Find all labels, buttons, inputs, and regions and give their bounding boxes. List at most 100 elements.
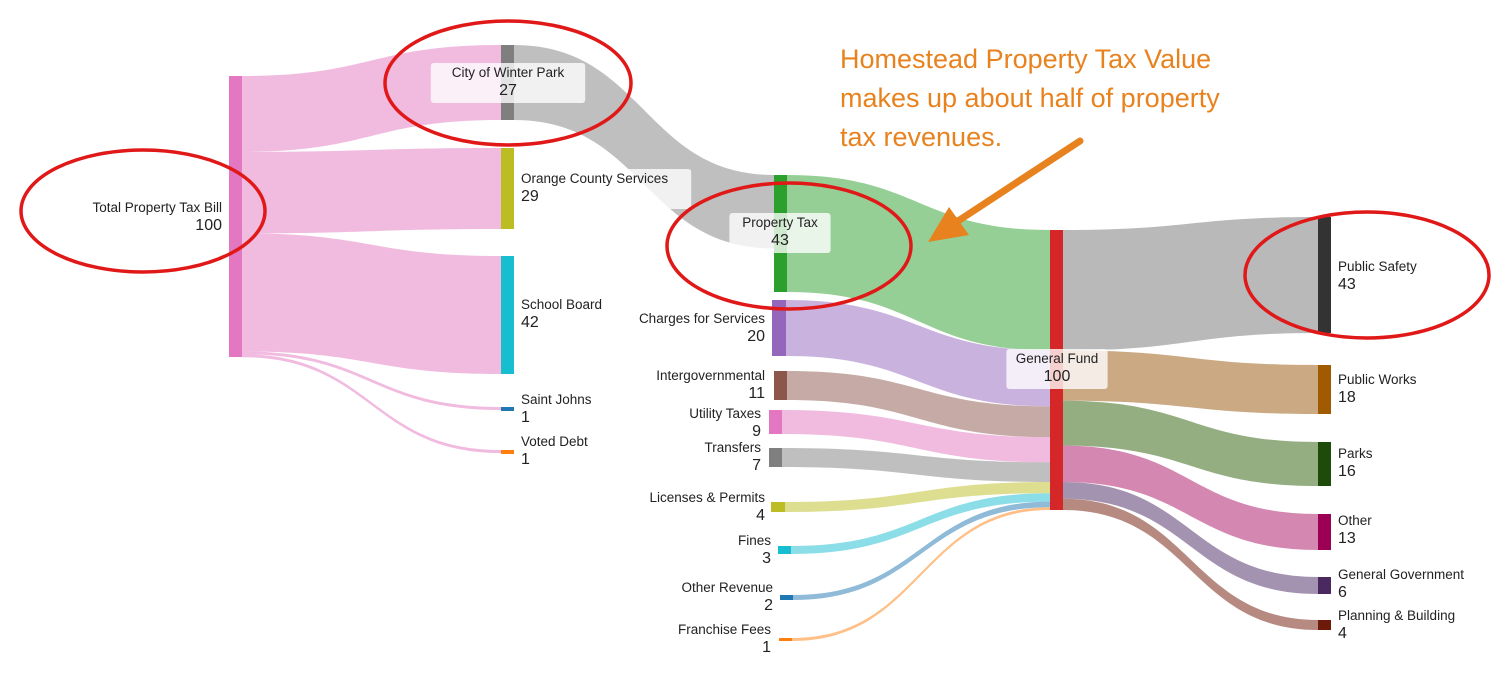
node-label-govt: General Government 6 bbox=[1338, 567, 1464, 601]
sankey-link-general-other bbox=[1063, 445, 1318, 550]
sankey-link-proptax-general bbox=[787, 175, 1050, 351]
node-value: 1 bbox=[521, 451, 530, 468]
sankey-link-fines-general bbox=[791, 493, 1050, 554]
sankey-node-govt bbox=[1318, 577, 1331, 594]
sankey-link-charges-general bbox=[786, 300, 1050, 407]
node-label-intergov: Intergovernmental 11 bbox=[656, 368, 765, 402]
node-label-total: Total Property Tax Bill 100 bbox=[92, 200, 222, 234]
sankey-node-other bbox=[1318, 514, 1331, 550]
label-backdrop bbox=[430, 63, 586, 103]
node-name: Licenses & Permits bbox=[649, 490, 765, 505]
sankey-link-general-works bbox=[1063, 350, 1318, 414]
node-name: Public Works bbox=[1338, 372, 1417, 387]
node-label-voted: Voted Debt 1 bbox=[521, 434, 588, 468]
node-value: 1 bbox=[762, 639, 771, 656]
node-value: 4 bbox=[1338, 625, 1347, 642]
sankey-link-franchise-general bbox=[792, 507, 1050, 641]
node-label-proptax: Property Tax 43 bbox=[729, 213, 831, 253]
node-value: 7 bbox=[752, 457, 761, 474]
annotation-line: Homestead Property Tax Value bbox=[840, 44, 1212, 74]
sankey-link-total-stjohns bbox=[242, 351, 501, 410]
node-label-parks: Parks 16 bbox=[1338, 446, 1373, 480]
sankey-node-charges bbox=[772, 300, 786, 356]
node-name: Saint Johns bbox=[521, 392, 592, 407]
node-value: 100 bbox=[195, 217, 222, 234]
sankey-node-safety bbox=[1318, 217, 1331, 333]
node-label-licenses: Licenses & Permits 4 bbox=[649, 490, 765, 524]
sankey-link-otherrev-general bbox=[793, 501, 1050, 600]
sankey-link-intergov-general bbox=[787, 371, 1050, 438]
node-name: Property Tax bbox=[742, 215, 818, 230]
label-backdrop bbox=[514, 169, 692, 209]
sankey-node-total bbox=[229, 76, 242, 357]
sankey-link-total-orange bbox=[242, 148, 501, 234]
node-label-stjohns: Saint Johns 1 bbox=[521, 392, 592, 426]
sankey-node-orange bbox=[501, 148, 514, 229]
sankey-node-franchise bbox=[779, 638, 792, 641]
node-label-fines: Fines 3 bbox=[738, 533, 771, 567]
sankey-link-transfers-general bbox=[782, 448, 1050, 482]
annotation-line: makes up about half of property bbox=[840, 83, 1220, 113]
node-name: Charges for Services bbox=[639, 311, 765, 326]
node-name: Franchise Fees bbox=[678, 622, 771, 637]
node-value: 1 bbox=[521, 409, 530, 426]
node-label-school: School Board 42 bbox=[521, 297, 602, 331]
annotation-arrow bbox=[928, 137, 1084, 242]
highlight-ellipse-proptax bbox=[665, 181, 913, 311]
sankey-node-school bbox=[501, 256, 514, 374]
node-name: Intergovernmental bbox=[656, 368, 765, 383]
sankey-link-utility-general bbox=[782, 410, 1050, 463]
node-name: General Government bbox=[1338, 567, 1464, 582]
node-name: Voted Debt bbox=[521, 434, 588, 449]
node-label-safety: Public Safety 43 bbox=[1338, 259, 1417, 293]
node-name: Transfers bbox=[704, 440, 761, 455]
node-name: School Board bbox=[521, 297, 602, 312]
node-label-works: Public Works 18 bbox=[1338, 372, 1417, 406]
node-value: 27 bbox=[499, 82, 517, 99]
node-label-otherrev: Other Revenue 2 bbox=[681, 580, 773, 614]
sankey-node-utility bbox=[769, 410, 782, 434]
node-name: Planning & Building bbox=[1338, 608, 1455, 623]
sankey-node-voted bbox=[501, 450, 514, 454]
node-name: Other bbox=[1338, 513, 1372, 528]
node-name: Utility Taxes bbox=[689, 406, 761, 421]
sankey-node-fines bbox=[778, 546, 791, 554]
node-value: 43 bbox=[1338, 276, 1356, 293]
sankey-link-general-govt bbox=[1063, 482, 1318, 594]
node-value: 100 bbox=[1044, 368, 1071, 385]
node-label-utility: Utility Taxes 9 bbox=[689, 406, 761, 440]
highlight-ellipses bbox=[19, 19, 1491, 340]
node-name: City of Winter Park bbox=[452, 65, 565, 80]
sankey-node-planning bbox=[1318, 620, 1331, 630]
highlight-ellipse-total bbox=[19, 148, 267, 274]
node-value: 2 bbox=[764, 597, 773, 614]
node-value: 42 bbox=[521, 314, 539, 331]
node-name: Parks bbox=[1338, 446, 1373, 461]
node-label-city: City of Winter Park 27 bbox=[430, 63, 586, 103]
node-label-general: General Fund 100 bbox=[1006, 349, 1108, 389]
sankey-node-otherrev bbox=[780, 595, 793, 600]
node-name: Total Property Tax Bill bbox=[92, 200, 222, 215]
annotation-text: Homestead Property Tax Value makes up ab… bbox=[840, 40, 1310, 157]
node-value: 6 bbox=[1338, 584, 1347, 601]
node-label-charges: Charges for Services 20 bbox=[639, 311, 765, 345]
sankey-link-general-planning bbox=[1063, 498, 1318, 630]
node-value: 4 bbox=[756, 507, 765, 524]
node-value: 16 bbox=[1338, 463, 1356, 480]
sankey-labels: Total Property Tax Bill 100 City of Winter… bbox=[92, 63, 1464, 656]
sankey-node-licenses bbox=[771, 502, 785, 512]
sankey-link-licenses-general bbox=[785, 482, 1050, 512]
label-backdrop bbox=[1006, 349, 1108, 389]
sankey-node-intergov bbox=[774, 371, 787, 400]
node-name: Public Safety bbox=[1338, 259, 1417, 274]
node-value: 18 bbox=[1338, 389, 1356, 406]
node-name: General Fund bbox=[1016, 351, 1099, 366]
node-label-transfers: Transfers 7 bbox=[704, 440, 761, 474]
node-value: 20 bbox=[747, 328, 765, 345]
node-value: 11 bbox=[748, 385, 765, 402]
sankey-node-stjohns bbox=[501, 407, 514, 411]
arrow-head bbox=[928, 207, 969, 242]
sankey-link-total-voted bbox=[242, 354, 501, 453]
sankey-link-general-safety bbox=[1063, 217, 1318, 351]
